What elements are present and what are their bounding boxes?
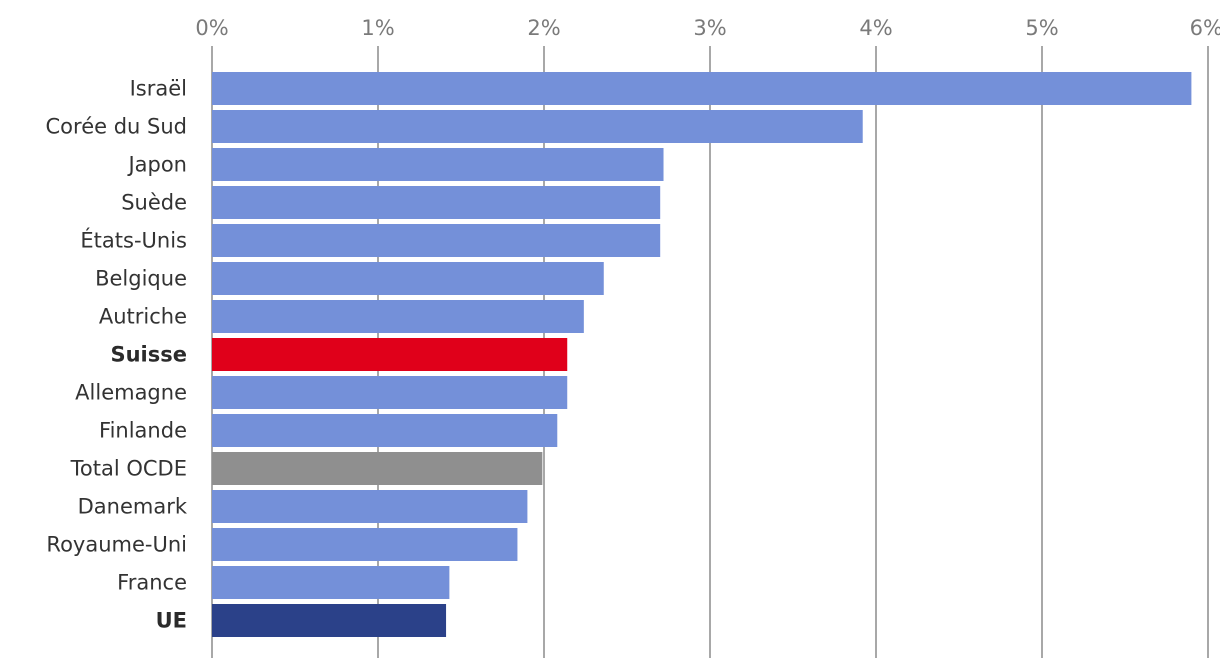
category-label: UE — [156, 609, 187, 633]
x-axis-ticks: 0% 1% 2% 3% 4% 5% 6% — [195, 16, 1220, 40]
bar-ue — [212, 604, 447, 637]
bar-états-unis — [212, 224, 661, 257]
x-tick-label: 2% — [527, 16, 560, 40]
category-label: Allemagne — [75, 381, 187, 405]
bar-allemagne — [212, 376, 568, 409]
bars — [212, 72, 1192, 637]
x-tick-label: 6% — [1190, 16, 1220, 40]
category-label: Japon — [126, 153, 187, 177]
category-label: Suisse — [110, 343, 187, 367]
bar-israël — [212, 72, 1192, 105]
category-label: Suède — [121, 191, 187, 215]
bar-autriche — [212, 300, 584, 333]
bar-suède — [212, 186, 661, 219]
bar-suisse — [212, 338, 568, 371]
bar-finlande — [212, 414, 558, 447]
bar-france — [212, 566, 450, 599]
category-label: Total OCDE — [70, 457, 187, 481]
bar-corée-du-sud — [212, 110, 863, 143]
bar-royaume-uni — [212, 528, 518, 561]
category-label: Belgique — [95, 267, 187, 291]
bar-danemark — [212, 490, 528, 523]
category-label: Autriche — [99, 305, 187, 329]
category-labels: Israël Corée du Sud Japon Suède États-Unis Be… — [46, 77, 188, 633]
x-tick-label: 0% — [195, 16, 228, 40]
x-tick-label: 1% — [361, 16, 394, 40]
category-label: Israël — [130, 77, 187, 101]
x-tick-label: 4% — [859, 16, 892, 40]
category-label: Royaume-Uni — [46, 533, 187, 557]
category-label: Finlande — [99, 419, 187, 443]
category-label: France — [117, 571, 187, 595]
category-label: Corée du Sud — [46, 115, 187, 139]
bar-japon — [212, 148, 664, 181]
bar-belgique — [212, 262, 604, 295]
category-label: États-Unis — [80, 228, 187, 253]
category-label: Danemark — [78, 495, 188, 519]
x-tick-label: 5% — [1025, 16, 1058, 40]
x-tick-label: 3% — [693, 16, 726, 40]
bar-total-ocde — [212, 452, 543, 485]
